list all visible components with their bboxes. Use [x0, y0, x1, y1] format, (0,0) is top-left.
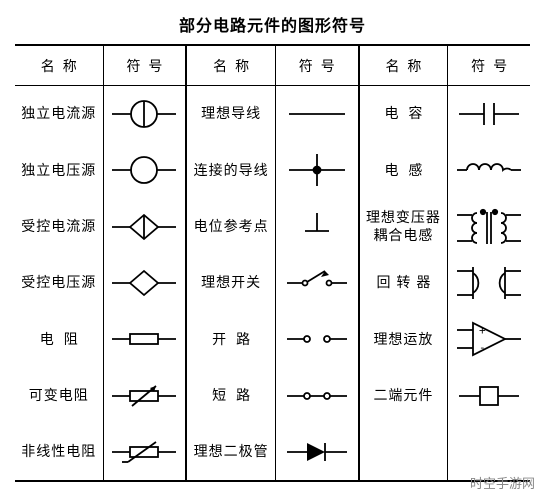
component-name: 非线性电阻 — [15, 424, 104, 480]
component-name: 连接的导线 — [187, 142, 276, 198]
table-row: 非线性电阻 — [15, 424, 185, 480]
table-row: 可变电阻 — [15, 367, 185, 423]
table-row: 开路 — [187, 311, 357, 367]
table-row: 受控电压源 — [15, 255, 185, 311]
header-symbol: 符号 — [276, 46, 358, 85]
component-name: 电感 — [360, 142, 449, 198]
component-name — [360, 424, 449, 480]
symbol-inductor — [448, 142, 530, 198]
component-name: 独立电流源 — [15, 86, 104, 142]
table-row: 二端元件 — [360, 367, 530, 423]
symbol-current-source — [104, 86, 186, 142]
symbol-ideal-wire — [276, 86, 358, 142]
component-name: 二端元件 — [360, 367, 449, 423]
table-row: 理想导线 — [187, 86, 357, 142]
component-name: 回转器 — [360, 255, 449, 311]
svg-text:-: - — [479, 341, 486, 354]
symbol-diode — [276, 424, 358, 480]
component-name: 受控电压源 — [15, 255, 104, 311]
component-name: 理想运放 — [360, 311, 449, 367]
table-row: 电容 — [360, 86, 530, 142]
table-row: 理想二极管 — [187, 424, 357, 480]
table-row: 独立电压源 — [15, 142, 185, 198]
symbol-transformer — [448, 199, 530, 255]
symbol-open-circuit — [276, 311, 358, 367]
table-row: 短路 — [187, 367, 357, 423]
table-title: 部分电路元件的图形符号 — [15, 12, 530, 36]
table-row: 连接的导线 — [187, 142, 357, 198]
column-group-1: 名称 符号独立电流源独立电压源受控电流源受控电压源电阻可变电阻非线性电阻 — [15, 46, 187, 480]
header-symbol: 符号 — [448, 46, 530, 85]
component-name: 理想变压器耦合电感 — [360, 199, 449, 255]
component-name: 可变电阻 — [15, 367, 104, 423]
symbol-resistor — [104, 311, 186, 367]
symbol-empty — [448, 424, 530, 480]
table-row: 理想运放+- — [360, 311, 530, 367]
component-name: 电阻 — [15, 311, 104, 367]
component-name: 电位参考点 — [187, 199, 276, 255]
table-row: 回转器 — [360, 255, 530, 311]
header-symbol: 符号 — [104, 46, 186, 85]
symbol-voltage-source — [104, 142, 186, 198]
symbol-capacitor — [448, 86, 530, 142]
symbol-dep-current-source — [104, 199, 186, 255]
column-group-3: 名称 符号电容电感理想变压器耦合电感回转器理想运放+-二端元件 — [360, 46, 530, 480]
component-name: 开路 — [187, 311, 276, 367]
table-row: 电阻 — [15, 311, 185, 367]
component-name: 短路 — [187, 367, 276, 423]
table-row: 电感 — [360, 142, 530, 198]
component-name: 电容 — [360, 86, 449, 142]
table-row: 理想变压器耦合电感 — [360, 199, 530, 255]
table-row: 理想开关 — [187, 255, 357, 311]
table-row: 电位参考点 — [187, 199, 357, 255]
component-name: 理想导线 — [187, 86, 276, 142]
table-row — [360, 424, 530, 480]
table-row: 独立电流源 — [15, 86, 185, 142]
component-name: 理想开关 — [187, 255, 276, 311]
symbol-short-circuit — [276, 367, 358, 423]
symbol-gyrator — [448, 255, 530, 311]
symbol-ideal-switch — [276, 255, 358, 311]
component-name: 受控电流源 — [15, 199, 104, 255]
component-name: 独立电压源 — [15, 142, 104, 198]
symbol-connected-wire — [276, 142, 358, 198]
header-name: 名称 — [15, 46, 104, 85]
symbol-opamp: +- — [448, 311, 530, 367]
component-name: 理想二极管 — [187, 424, 276, 480]
symbol-dep-voltage-source — [104, 255, 186, 311]
symbol-ground — [276, 199, 358, 255]
header-name: 名称 — [360, 46, 449, 85]
column-group-2: 名称 符号理想导线连接的导线电位参考点理想开关开路短路理想二极管 — [187, 46, 359, 480]
table-row: 受控电流源 — [15, 199, 185, 255]
symbol-nonlinear-resistor — [104, 424, 186, 480]
symbol-two-terminal — [448, 367, 530, 423]
symbol-table: 名称 符号独立电流源独立电压源受控电流源受控电压源电阻可变电阻非线性电阻名称 符… — [15, 44, 530, 482]
watermark-text: 时空手游网 — [470, 473, 535, 492]
symbol-var-resistor — [104, 367, 186, 423]
header-name: 名称 — [187, 46, 276, 85]
svg-text:+: + — [479, 324, 486, 337]
